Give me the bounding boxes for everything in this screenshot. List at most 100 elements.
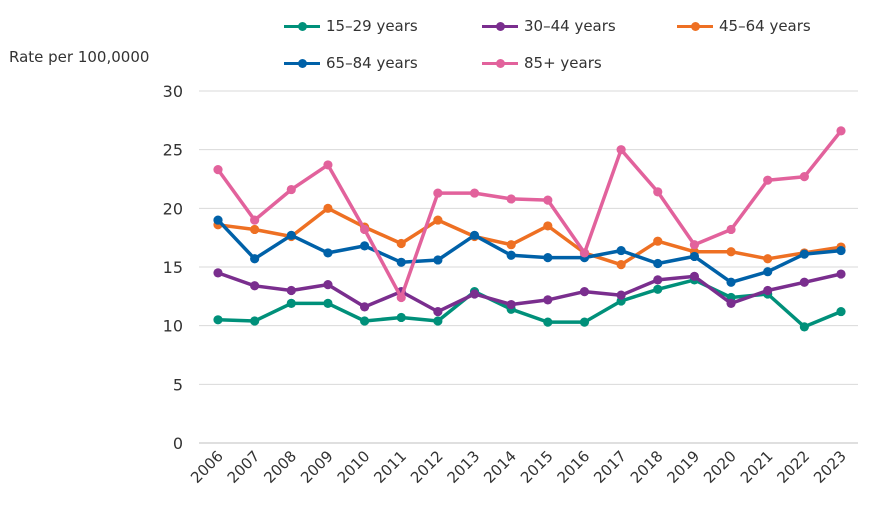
series-2 bbox=[213, 203, 846, 270]
data-point bbox=[579, 248, 590, 258]
data-point bbox=[689, 240, 700, 250]
series-line bbox=[216, 206, 843, 267]
data-point bbox=[396, 312, 406, 323]
data-point bbox=[726, 224, 736, 235]
data-point bbox=[506, 240, 516, 250]
legend-label-30-44: 30–44 years bbox=[524, 17, 616, 35]
data-point bbox=[359, 302, 370, 312]
x-tick-label: 2008 bbox=[260, 447, 300, 487]
legend-item-85plus: 85+ years bbox=[482, 52, 602, 74]
x-tick-label: 2007 bbox=[224, 447, 264, 487]
data-point bbox=[836, 269, 846, 279]
series-line bbox=[216, 271, 843, 314]
data-point bbox=[799, 277, 809, 287]
x-axis: 2006200720082009201020112012201320142015… bbox=[187, 447, 850, 487]
data-point bbox=[506, 250, 516, 260]
data-point bbox=[543, 253, 553, 263]
legend-swatch-65-84 bbox=[284, 58, 320, 68]
data-point bbox=[653, 284, 663, 294]
series-4 bbox=[213, 126, 846, 303]
data-point bbox=[763, 254, 773, 264]
y-tick-label: 20 bbox=[163, 199, 183, 218]
x-tick-label: 2021 bbox=[737, 447, 777, 487]
data-point bbox=[250, 254, 260, 264]
data-point bbox=[213, 268, 223, 278]
data-point bbox=[250, 281, 260, 291]
legend-label-45-64: 45–64 years bbox=[719, 17, 811, 35]
data-point bbox=[323, 203, 333, 213]
data-point bbox=[286, 298, 296, 308]
x-tick-label: 2009 bbox=[297, 447, 337, 487]
data-point bbox=[506, 194, 516, 204]
data-point bbox=[433, 188, 443, 198]
data-point bbox=[396, 238, 406, 249]
data-point bbox=[763, 175, 773, 185]
y-axis-title: Rate per 100,0000 bbox=[9, 48, 150, 66]
data-point bbox=[616, 145, 626, 155]
data-point bbox=[689, 251, 700, 262]
data-point bbox=[653, 275, 663, 285]
data-point bbox=[689, 271, 700, 281]
x-tick-label: 2022 bbox=[773, 447, 813, 487]
data-point bbox=[579, 317, 590, 327]
y-tick-label: 25 bbox=[163, 141, 183, 160]
x-tick-label: 2014 bbox=[480, 447, 520, 487]
data-point bbox=[359, 316, 370, 326]
series-line bbox=[216, 129, 843, 300]
data-point bbox=[213, 165, 223, 175]
x-tick-label: 2019 bbox=[664, 447, 704, 487]
legend-swatch-45-64 bbox=[677, 21, 713, 31]
data-point bbox=[543, 195, 553, 205]
data-point bbox=[323, 248, 333, 258]
data-point bbox=[763, 285, 773, 296]
y-axis-ticks: 0 5 10 15 20 25 30 bbox=[163, 82, 183, 453]
x-tick-label: 2011 bbox=[370, 447, 410, 487]
x-tick-label: 2015 bbox=[517, 447, 557, 487]
data-point bbox=[433, 215, 443, 225]
data-point bbox=[286, 285, 296, 296]
data-point bbox=[250, 224, 260, 235]
x-tick-label: 2010 bbox=[334, 447, 374, 487]
x-tick-label: 2017 bbox=[590, 447, 630, 487]
legend-swatch-15-29 bbox=[284, 21, 320, 31]
data-point bbox=[653, 187, 663, 197]
x-tick-label: 2006 bbox=[187, 447, 227, 487]
data-point bbox=[323, 160, 333, 170]
y-tick-label: 5 bbox=[173, 375, 183, 394]
series-lines bbox=[213, 126, 846, 332]
data-point bbox=[836, 306, 846, 317]
data-point bbox=[726, 298, 736, 308]
data-point bbox=[506, 299, 516, 310]
legend-swatch-30-44 bbox=[482, 21, 518, 31]
data-point bbox=[726, 247, 736, 257]
data-point bbox=[469, 289, 480, 299]
data-point bbox=[543, 317, 553, 327]
data-point bbox=[433, 306, 443, 317]
data-point bbox=[323, 298, 333, 308]
data-point bbox=[469, 188, 480, 198]
data-point bbox=[836, 126, 846, 136]
data-point bbox=[616, 290, 626, 300]
data-point bbox=[213, 215, 223, 225]
legend-label-65-84: 65–84 years bbox=[326, 54, 418, 72]
data-point bbox=[250, 215, 260, 225]
y-tick-label: 0 bbox=[173, 434, 183, 453]
y-tick-label: 10 bbox=[163, 317, 183, 336]
data-point bbox=[616, 245, 626, 256]
data-point bbox=[653, 258, 663, 269]
data-point bbox=[799, 249, 809, 259]
data-point bbox=[799, 322, 809, 332]
legend-label-85plus: 85+ years bbox=[524, 54, 602, 72]
data-point bbox=[763, 267, 773, 277]
data-point bbox=[579, 287, 590, 297]
legend-item-65-84: 65–84 years bbox=[284, 52, 418, 74]
gridlines bbox=[199, 90, 858, 444]
y-tick-label: 15 bbox=[163, 258, 183, 277]
data-point bbox=[836, 245, 846, 256]
x-tick-label: 2023 bbox=[810, 447, 850, 487]
x-tick-label: 2016 bbox=[554, 447, 594, 487]
data-point bbox=[286, 230, 296, 240]
data-point bbox=[433, 255, 443, 265]
data-point bbox=[799, 172, 809, 182]
